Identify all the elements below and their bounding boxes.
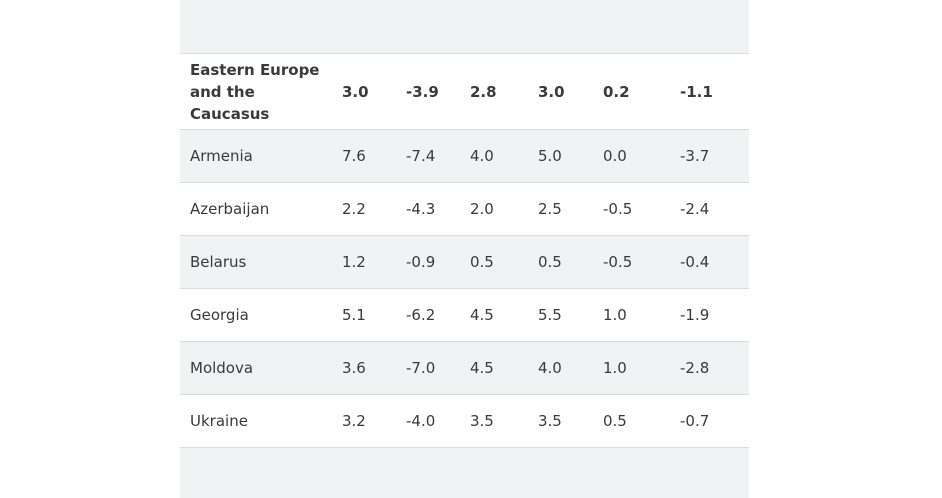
table-cell: 3.6 — [342, 359, 366, 377]
table-cell: 1.2 — [342, 253, 366, 271]
table-cell: -3.9 — [406, 82, 439, 101]
region-name: Eastern Europe and the Caucasus — [190, 60, 320, 123]
table-cell: 4.0 — [470, 147, 494, 165]
table-cell: 2.0 — [470, 200, 494, 218]
country-name: Georgia — [190, 306, 249, 324]
table-cell: -2.4 — [680, 200, 710, 218]
table-cell: 2.8 — [470, 82, 497, 101]
table-cell: -0.5 — [603, 253, 633, 271]
table-row: Armenia 7.6 -7.4 4.0 5.0 0.0 -3.7 — [180, 130, 749, 183]
table-cell: -0.5 — [603, 200, 633, 218]
table-row: Moldova 3.6 -7.0 4.5 4.0 1.0 -2.8 — [180, 342, 749, 395]
table-cell: 0.2 — [603, 82, 630, 101]
table-cell: 3.5 — [470, 412, 494, 430]
table-cell: 1.0 — [603, 306, 627, 324]
table-cell: 4.5 — [470, 306, 494, 324]
growth-table: Eastern Europe and the Caucasus 3.0 -3.9… — [180, 0, 749, 498]
table-cell: -1.1 — [680, 82, 713, 101]
table-cell: 3.5 — [538, 412, 562, 430]
country-name: Armenia — [190, 147, 253, 165]
table-cell: -3.7 — [680, 147, 710, 165]
table-row: Georgia 5.1 -6.2 4.5 5.5 1.0 -1.9 — [180, 289, 749, 342]
table-cell: 4.0 — [538, 359, 562, 377]
table-cell: 0.5 — [538, 253, 562, 271]
table-cell: 4.5 — [470, 359, 494, 377]
table-cell: -6.2 — [406, 306, 436, 324]
table-cell: -2.8 — [680, 359, 710, 377]
table-footer-band — [180, 448, 749, 498]
table-row: Belarus 1.2 -0.9 0.5 0.5 -0.5 -0.4 — [180, 236, 749, 289]
country-name: Moldova — [190, 359, 254, 377]
table-cell: 5.0 — [538, 147, 562, 165]
table-cell: -7.4 — [406, 147, 436, 165]
country-name: Ukraine — [190, 412, 248, 430]
table-cell: -4.3 — [406, 200, 436, 218]
table-row: Azerbaijan 2.2 -4.3 2.0 2.5 -0.5 -2.4 — [180, 183, 749, 236]
table-cell: -7.0 — [406, 359, 436, 377]
table-cell: -1.9 — [680, 306, 710, 324]
table-cell: 5.1 — [342, 306, 366, 324]
table-cell: 2.5 — [538, 200, 562, 218]
table-cell: 7.6 — [342, 147, 366, 165]
table-cell: 3.0 — [342, 82, 369, 101]
country-name: Azerbaijan — [190, 200, 270, 218]
table-row: Ukraine 3.2 -4.0 3.5 3.5 0.5 -0.7 — [180, 395, 749, 448]
table-cell: 0.5 — [470, 253, 494, 271]
table-cell: 5.5 — [538, 306, 562, 324]
table-cell: 0.0 — [603, 147, 627, 165]
table-row-region: Eastern Europe and the Caucasus 3.0 -3.9… — [180, 54, 749, 130]
table-cell: 3.2 — [342, 412, 366, 430]
table-cell: -0.4 — [680, 253, 710, 271]
table-cell: -0.9 — [406, 253, 436, 271]
table-cell: -4.0 — [406, 412, 436, 430]
table-header-band — [180, 0, 749, 54]
country-name: Belarus — [190, 253, 247, 271]
table-cell: 1.0 — [603, 359, 627, 377]
table-cell: 0.5 — [603, 412, 627, 430]
table-cell: 3.0 — [538, 82, 565, 101]
table-cell: 2.2 — [342, 200, 366, 218]
table-cell: -0.7 — [680, 412, 710, 430]
